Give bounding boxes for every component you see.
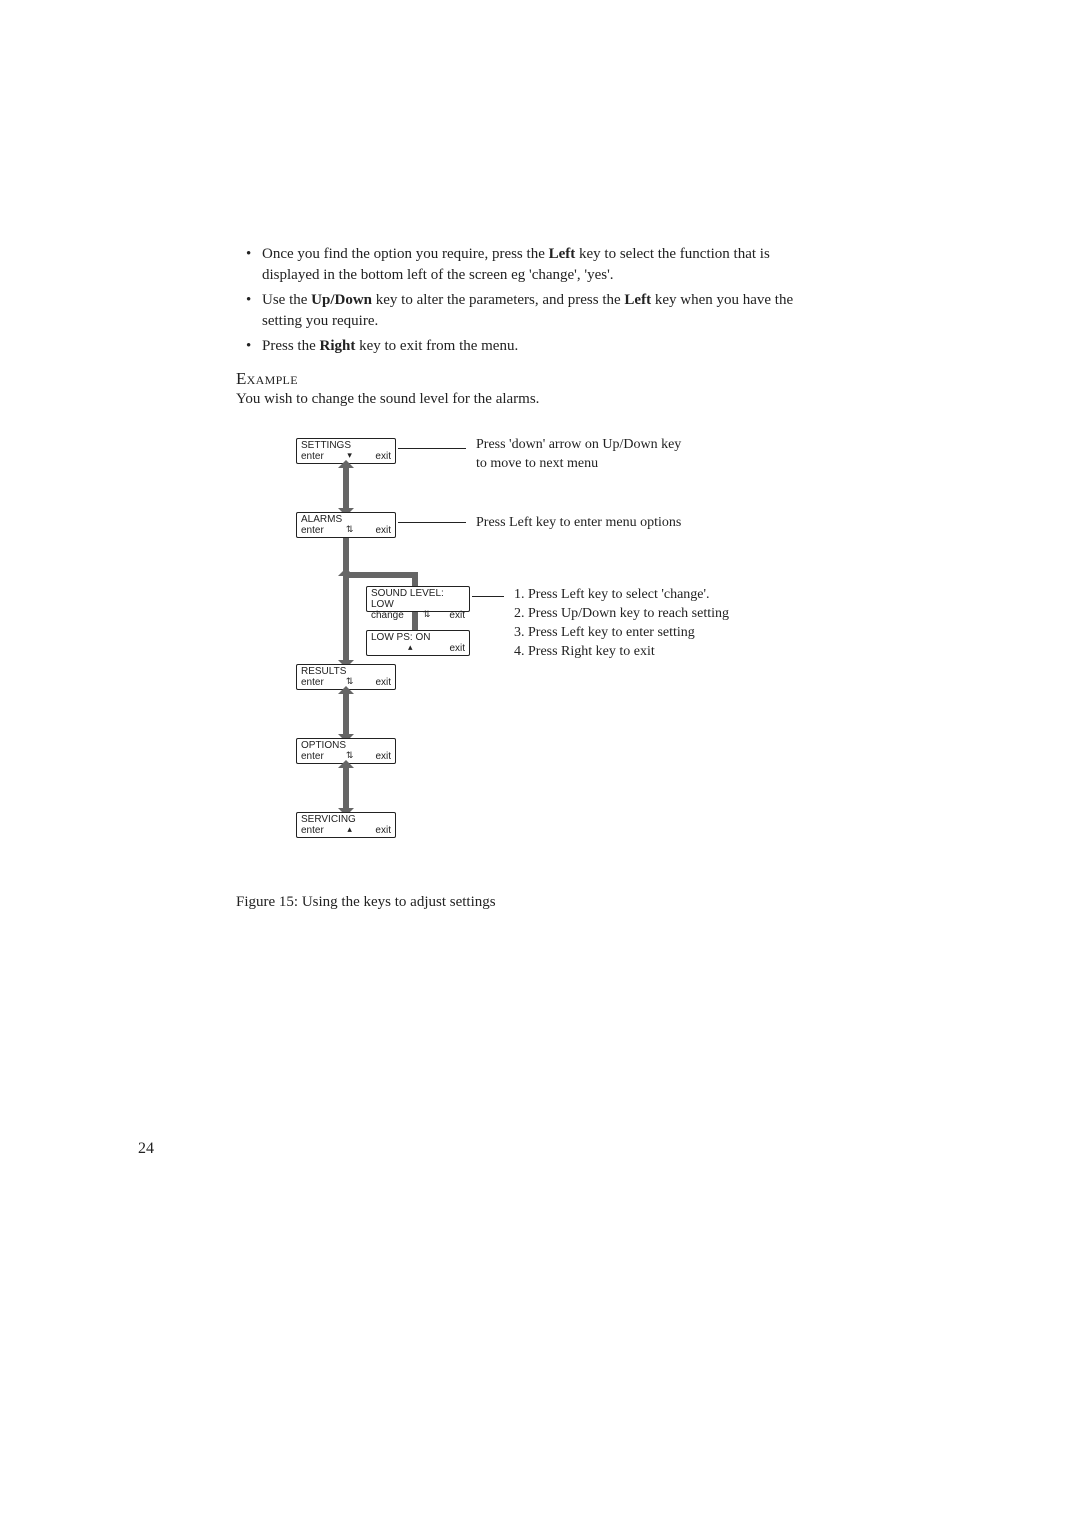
menu-low-ps: LOW PS: ON ▴ exit xyxy=(366,630,470,656)
menu-left-label: enter xyxy=(301,525,324,536)
annotation-1: Press 'down' arrow on Up/Down key to mov… xyxy=(476,436,681,474)
menu-title: SERVICING xyxy=(297,813,395,825)
v-connector xyxy=(343,766,349,810)
connector-line xyxy=(398,448,466,449)
v-connector xyxy=(343,692,349,736)
figure-caption: Figure 15: Using the keys to adjust sett… xyxy=(236,894,816,911)
menu-right-label: exit xyxy=(375,525,391,536)
text: Use the xyxy=(262,292,311,308)
annotation-line: Press 'down' arrow on Up/Down key xyxy=(476,436,681,455)
menu-left-label: enter xyxy=(301,825,324,836)
annotation-2: Press Left key to enter menu options xyxy=(476,514,681,533)
annotation-line: 1. Press Left key to select 'change'. xyxy=(514,586,729,605)
v-connector xyxy=(343,466,349,510)
menu-left-label: change xyxy=(371,610,404,621)
bold: Right xyxy=(320,338,356,354)
menu-right-label: exit xyxy=(449,643,465,654)
v-connector-stub xyxy=(412,572,418,586)
annotation-line: 4. Press Right key to exit xyxy=(514,643,729,662)
menu-alarms: ALARMS enter ⇅ exit xyxy=(296,512,396,538)
annotation-3: 1. Press Left key to select 'change'. 2.… xyxy=(514,586,729,662)
menu-left-label: enter xyxy=(301,677,324,688)
menu-title: SOUND LEVEL: LOW xyxy=(367,587,469,610)
connector-line xyxy=(398,522,466,523)
text: Once you find the option you require, pr… xyxy=(262,246,549,262)
text: key to exit from the menu. xyxy=(355,338,518,354)
text: Press the xyxy=(262,338,320,354)
menu-left-label: enter xyxy=(301,451,324,462)
menu-arrow-icon: ⇅ xyxy=(346,525,354,536)
menu-title: SETTINGS xyxy=(297,439,395,451)
bullet-3: Press the Right key to exit from the men… xyxy=(236,336,816,357)
annotation-line: to move to next menu xyxy=(476,455,681,474)
menu-left-label: enter xyxy=(301,751,324,762)
menu-sound-level: SOUND LEVEL: LOW change ⇅ exit xyxy=(366,586,470,612)
menu-servicing: SERVICING enter ▴ exit xyxy=(296,812,396,838)
bold: Left xyxy=(549,246,576,262)
bullet-1: Once you find the option you require, pr… xyxy=(236,244,816,286)
menu-flow-diagram: SETTINGS enter ▾ exit Press 'down' arrow… xyxy=(236,438,816,848)
menu-right-label: exit xyxy=(449,610,465,621)
menu-arrow-icon: ▴ xyxy=(347,825,352,836)
text: key to alter the parameters, and press t… xyxy=(372,292,624,308)
example-heading: Example xyxy=(236,369,816,389)
page-number: 24 xyxy=(138,1140,154,1158)
instruction-list: Once you find the option you require, pr… xyxy=(236,244,816,357)
bold: Up/Down xyxy=(311,292,372,308)
menu-title: LOW PS: ON xyxy=(367,631,469,643)
menu-arrow-icon: ⇅ xyxy=(423,610,431,621)
bullet-2: Use the Up/Down key to alter the paramet… xyxy=(236,290,816,332)
annotation-line: 3. Press Left key to enter setting xyxy=(514,624,729,643)
menu-right-label: exit xyxy=(375,677,391,688)
v-connector xyxy=(343,574,349,662)
v-connector-stub xyxy=(412,612,418,630)
connector-line xyxy=(472,596,504,597)
menu-right-label: exit xyxy=(375,825,391,836)
annotation-line: 2. Press Up/Down key to reach setting xyxy=(514,605,729,624)
bold: Left xyxy=(624,292,651,308)
menu-right-label: exit xyxy=(375,751,391,762)
menu-arrow-icon: ▴ xyxy=(408,643,413,654)
menu-right-label: exit xyxy=(375,451,391,462)
example-text: You wish to change the sound level for t… xyxy=(236,391,816,408)
